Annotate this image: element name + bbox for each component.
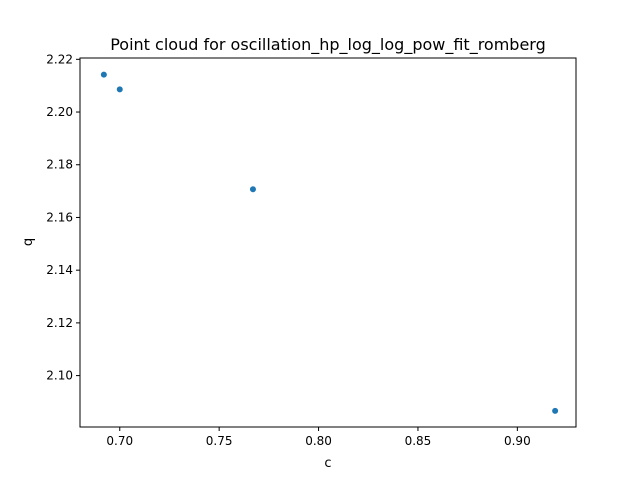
y-tick-label: 2.14 bbox=[46, 263, 73, 277]
y-tick-label: 2.22 bbox=[46, 52, 73, 66]
y-tick-label: 2.18 bbox=[46, 158, 73, 172]
x-tick-label: 0.90 bbox=[504, 434, 531, 448]
y-axis-label: q bbox=[21, 238, 36, 246]
data-point bbox=[100, 71, 107, 78]
x-tick-label: 0.80 bbox=[305, 434, 332, 448]
y-axis: 2.10 2.12 2.14 2.16 2.18 2.20 2.22 bbox=[46, 52, 80, 383]
data-point bbox=[249, 186, 256, 193]
y-tick-label: 2.12 bbox=[46, 316, 73, 330]
y-tick-label: 2.10 bbox=[46, 369, 73, 383]
axes-frame bbox=[79, 57, 577, 428]
x-tick-label: 0.85 bbox=[405, 434, 432, 448]
y-tick-label: 2.16 bbox=[46, 210, 73, 224]
chart-title: Point cloud for oscillation_hp_log_log_p… bbox=[110, 35, 546, 55]
plot-area bbox=[100, 71, 559, 414]
x-tick-label: 0.75 bbox=[206, 434, 233, 448]
x-axis: 0.70 0.75 0.80 0.85 0.90 bbox=[106, 427, 531, 448]
y-tick-label: 2.20 bbox=[46, 105, 73, 119]
data-point bbox=[116, 86, 123, 93]
x-tick-label: 0.70 bbox=[106, 434, 133, 448]
data-point bbox=[552, 407, 559, 414]
x-axis-label: c bbox=[324, 456, 331, 471]
